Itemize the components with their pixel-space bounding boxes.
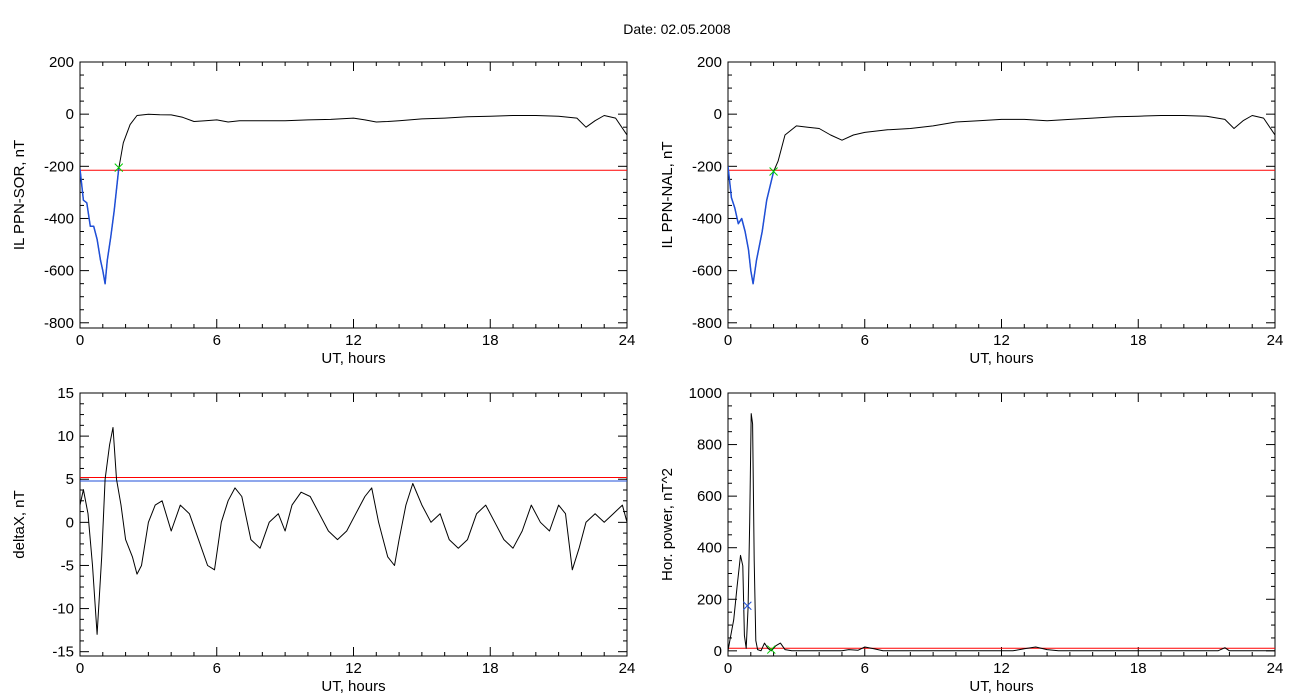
y-tick-label: 10 xyxy=(57,428,74,445)
y-tick-label: -600 xyxy=(44,263,74,280)
y-tick-label: 0 xyxy=(714,643,722,660)
y-tick-label: -5 xyxy=(61,557,74,574)
x-tick-label: 24 xyxy=(619,332,636,349)
y-tick-label: -400 xyxy=(44,210,74,227)
y-tick-label: 200 xyxy=(697,54,722,71)
panel-hor-power: 0 6 12 18 24 0 200 400 600 800 1000 UT, hours Hor. p… xyxy=(659,385,1283,695)
x-tick-label: 12 xyxy=(993,660,1010,677)
panel-il-ppn-nal: 0 6 12 18 24 -800 -600 -400 -200 0 200 UT, hours IL … xyxy=(659,54,1283,367)
data-series-line xyxy=(728,115,1275,285)
y-tick-label: -800 xyxy=(44,315,74,332)
y-tick-label: 0 xyxy=(66,106,74,123)
event-marker xyxy=(743,601,752,611)
y-axis-label: deltaX, nT xyxy=(11,490,28,558)
y-tick-label: 5 xyxy=(66,471,74,488)
x-tick-label: 6 xyxy=(213,660,221,677)
x-tick-label: 0 xyxy=(724,660,732,677)
x-tick-label: 24 xyxy=(619,660,636,677)
y-tick-label: 15 xyxy=(57,385,74,402)
x-tick-label: 18 xyxy=(482,660,499,677)
x-axis-label: UT, hours xyxy=(321,350,385,367)
x-tick-label: 18 xyxy=(482,332,499,349)
y-tick-label: 0 xyxy=(66,514,74,531)
y-tick-label: 600 xyxy=(697,488,722,505)
x-tick-label: 18 xyxy=(1130,660,1147,677)
x-tick-label: 24 xyxy=(1267,660,1284,677)
x-axis-label: UT, hours xyxy=(321,678,385,695)
highlight-series-line xyxy=(80,168,120,285)
event-marker xyxy=(766,645,776,654)
data-series-line xyxy=(80,427,627,635)
plot-frame xyxy=(727,61,1276,329)
highlight-series-line xyxy=(728,166,775,285)
event-marker xyxy=(769,167,778,176)
y-tick-label: 800 xyxy=(697,437,722,454)
y-tick-label: 400 xyxy=(697,540,722,557)
data-series-line xyxy=(728,413,1275,652)
x-tick-label: 0 xyxy=(76,332,84,349)
panel-deltax: 0 6 12 18 24 -15 -10 -5 0 5 10 15 UT, hours deltaX, n… xyxy=(11,385,635,695)
y-tick-label: -600 xyxy=(692,263,722,280)
y-tick-label: -200 xyxy=(692,158,722,175)
y-tick-label: 200 xyxy=(49,54,74,71)
y-axis-label: IL PPN-NAL, nT xyxy=(659,142,676,249)
x-tick-label: 6 xyxy=(861,332,869,349)
x-tick-label: 12 xyxy=(993,332,1010,349)
x-tick-label: 18 xyxy=(1130,332,1147,349)
y-tick-label: -400 xyxy=(692,210,722,227)
x-tick-label: 12 xyxy=(345,332,362,349)
y-tick-label: -800 xyxy=(692,315,722,332)
plot-frame xyxy=(727,392,1276,657)
x-tick-label: 12 xyxy=(345,660,362,677)
plot-frame xyxy=(79,61,628,329)
y-tick-label: 0 xyxy=(714,106,722,123)
figure-title: Date: 02.05.2008 xyxy=(623,21,731,37)
y-tick-label: -15 xyxy=(52,644,74,661)
x-axis-label: UT, hours xyxy=(969,678,1033,695)
x-tick-label: 24 xyxy=(1267,332,1284,349)
y-tick-label: -10 xyxy=(52,601,74,618)
panel-il-ppn-sor: 0 6 12 18 24 -800 -600 -400 -200 0 200 UT, hours IL … xyxy=(11,54,635,367)
y-axis-label: IL PPN-SOR, nT xyxy=(11,140,28,250)
x-tick-label: 0 xyxy=(724,332,732,349)
event-marker xyxy=(114,163,124,172)
y-tick-label: -200 xyxy=(44,158,74,175)
y-tick-label: 1000 xyxy=(689,385,722,402)
x-tick-label: 6 xyxy=(213,332,221,349)
data-series-line xyxy=(80,113,627,285)
x-axis-label: UT, hours xyxy=(969,350,1033,367)
y-tick-label: 200 xyxy=(697,591,722,608)
x-tick-label: 0 xyxy=(76,660,84,677)
plot-frame xyxy=(79,392,628,657)
x-tick-label: 6 xyxy=(861,660,869,677)
y-axis-label: Hor. power, nT^2 xyxy=(659,468,676,581)
